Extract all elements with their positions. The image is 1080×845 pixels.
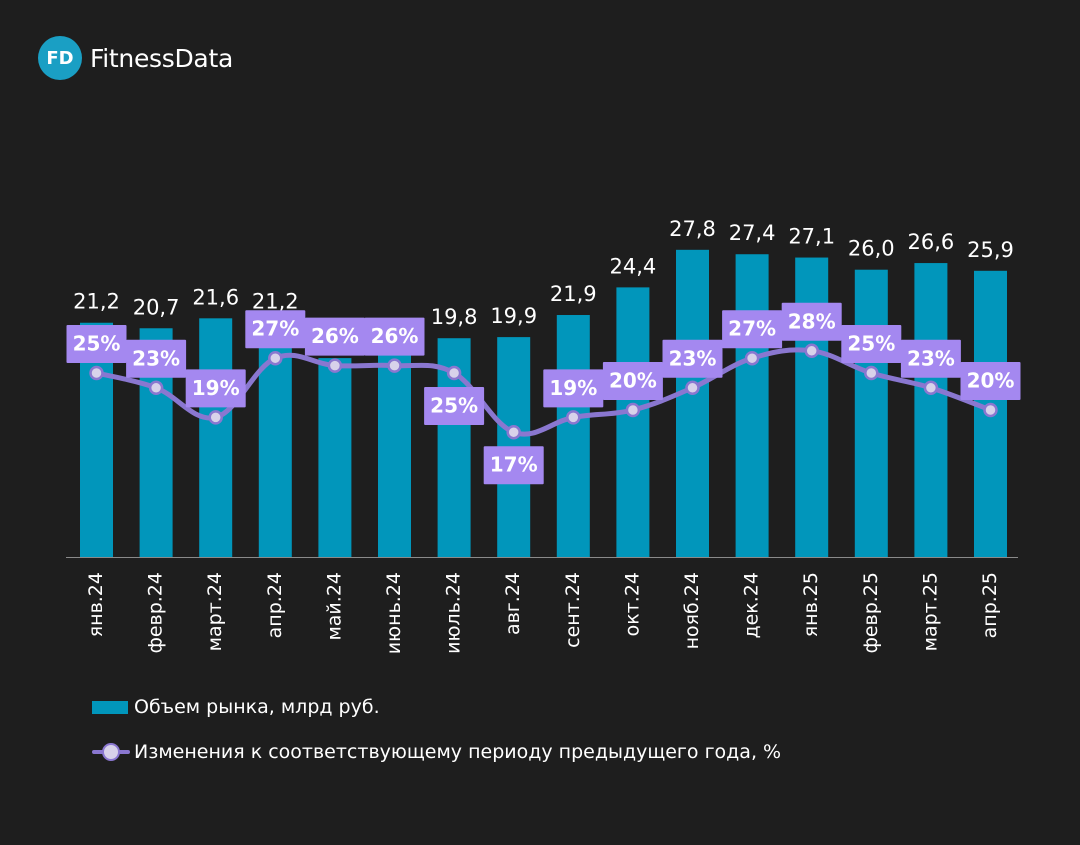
x-tick-label: окт.24 (621, 572, 643, 636)
x-tick-label: июль.24 (443, 572, 465, 654)
brand-logo: FD FitnessData (38, 36, 233, 80)
yoy-marker (506, 424, 521, 440)
yoy-value-label: 28% (788, 309, 836, 333)
yoy-value-label: 26% (371, 324, 419, 348)
yoy-marker (804, 343, 819, 359)
bar-value-label: 21,2 (73, 290, 120, 314)
bar-value-label: 26,0 (848, 237, 895, 261)
bar-value-label: 27,8 (669, 217, 716, 241)
bar-value-label: 27,1 (788, 225, 835, 249)
bar (914, 263, 948, 557)
x-tick-label: апр.25 (979, 572, 1001, 638)
yoy-marker (148, 380, 164, 396)
yoy-marker (387, 358, 402, 373)
bar (616, 287, 650, 557)
yoy-value-label: 27% (251, 317, 299, 341)
bar-value-label: 26,6 (908, 230, 955, 254)
yoy-value-label: 19% (549, 376, 597, 400)
brand-name: FitnessData (90, 43, 233, 73)
yoy-label-box (424, 387, 485, 425)
yoy-marker (89, 365, 104, 381)
yoy-label-box (483, 446, 544, 485)
yoy-label-box (364, 317, 425, 356)
yoy-value-label: 17% (490, 453, 538, 477)
bar-value-label: 19,9 (490, 304, 537, 328)
yoy-value-label: 23% (669, 346, 717, 370)
bar (199, 318, 233, 557)
yoy-label-box (245, 310, 306, 349)
bar-value-label: 20,7 (133, 295, 180, 319)
yoy-marker (446, 365, 462, 381)
yoy-value-label: 19% (192, 376, 240, 400)
yoy-value-label: 23% (132, 346, 180, 370)
bar (854, 269, 888, 557)
yoy-label-box (841, 325, 902, 363)
yoy-label-box (126, 339, 187, 378)
x-tick-label: дек.24 (741, 572, 763, 639)
x-tick-label: нояб.24 (681, 572, 703, 649)
x-tick-label: май.24 (323, 572, 345, 641)
x-tick-label: сент.24 (562, 572, 584, 648)
yoy-marker (923, 380, 939, 396)
yoy-label-box (66, 325, 127, 363)
bar (318, 358, 352, 557)
bar-value-label: 21,2 (252, 290, 299, 314)
yoy-label-box (543, 369, 604, 408)
x-tick-label: март.24 (204, 572, 226, 651)
yoy-marker (685, 380, 700, 396)
legend-line-swatch (92, 741, 130, 763)
yoy-value-label: 25% (847, 332, 895, 356)
yoy-marker (566, 410, 581, 425)
bar (676, 249, 709, 557)
legend-bar-label: Объем рынка, млрд руб. (134, 696, 380, 718)
x-tick-label: февр.24 (145, 572, 167, 653)
yoy-label-box (722, 310, 783, 349)
yoy-marker (268, 350, 283, 366)
legend-line-label: Изменения к соответствующему периоду пре… (134, 741, 782, 763)
yoy-label-box (960, 362, 1021, 400)
x-tick-label: янв.25 (800, 572, 822, 637)
bar-value-label: 25,9 (967, 238, 1014, 262)
x-tick-label: авг.24 (502, 572, 524, 635)
yoy-label-box (185, 369, 246, 408)
yoy-marker (744, 350, 760, 366)
yoy-marker (208, 410, 223, 425)
bar (556, 315, 590, 557)
yoy-label-box (781, 302, 842, 341)
yoy-marker (864, 365, 879, 381)
yoy-label-box (304, 317, 365, 356)
yoy-label-box (900, 339, 961, 378)
bar-value-label: 19,8 (431, 305, 478, 329)
x-tick-label: март.25 (919, 572, 941, 651)
yoy-value-label: 25% (430, 394, 478, 418)
yoy-marker (327, 358, 343, 373)
legend-item-market-volume: Объем рынка, млрд руб. (92, 696, 380, 718)
brand-badge: FD (38, 36, 82, 80)
yoy-value-label: 27% (728, 317, 776, 341)
yoy-value-label: 26% (311, 324, 359, 348)
bar-value-label: 27,4 (729, 221, 776, 245)
x-tick-label: апр.24 (264, 572, 286, 638)
x-tick-label: июнь.24 (383, 572, 405, 654)
bar-value-label: 21,9 (550, 282, 597, 306)
yoy-marker (625, 402, 641, 418)
yoy-marker (983, 402, 998, 418)
yoy-value-label: 20% (609, 369, 657, 393)
yoy-value-label: 23% (907, 346, 955, 370)
legend-bar-swatch (92, 700, 128, 714)
yoy-label-box (662, 339, 723, 378)
x-tick-label: янв.24 (85, 572, 107, 637)
x-tick-label: февр.25 (860, 572, 882, 653)
bar (735, 254, 769, 558)
yoy-label-box (602, 362, 663, 400)
yoy-value-label: 25% (73, 332, 121, 356)
bar-value-label: 21,6 (192, 285, 239, 309)
bar-value-label: 24,4 (610, 254, 657, 278)
legend-item-yoy-change: Изменения к соответствующему периоду пре… (92, 741, 781, 763)
bar (378, 349, 411, 557)
bar (795, 257, 829, 557)
yoy-value-label: 20% (967, 369, 1015, 393)
